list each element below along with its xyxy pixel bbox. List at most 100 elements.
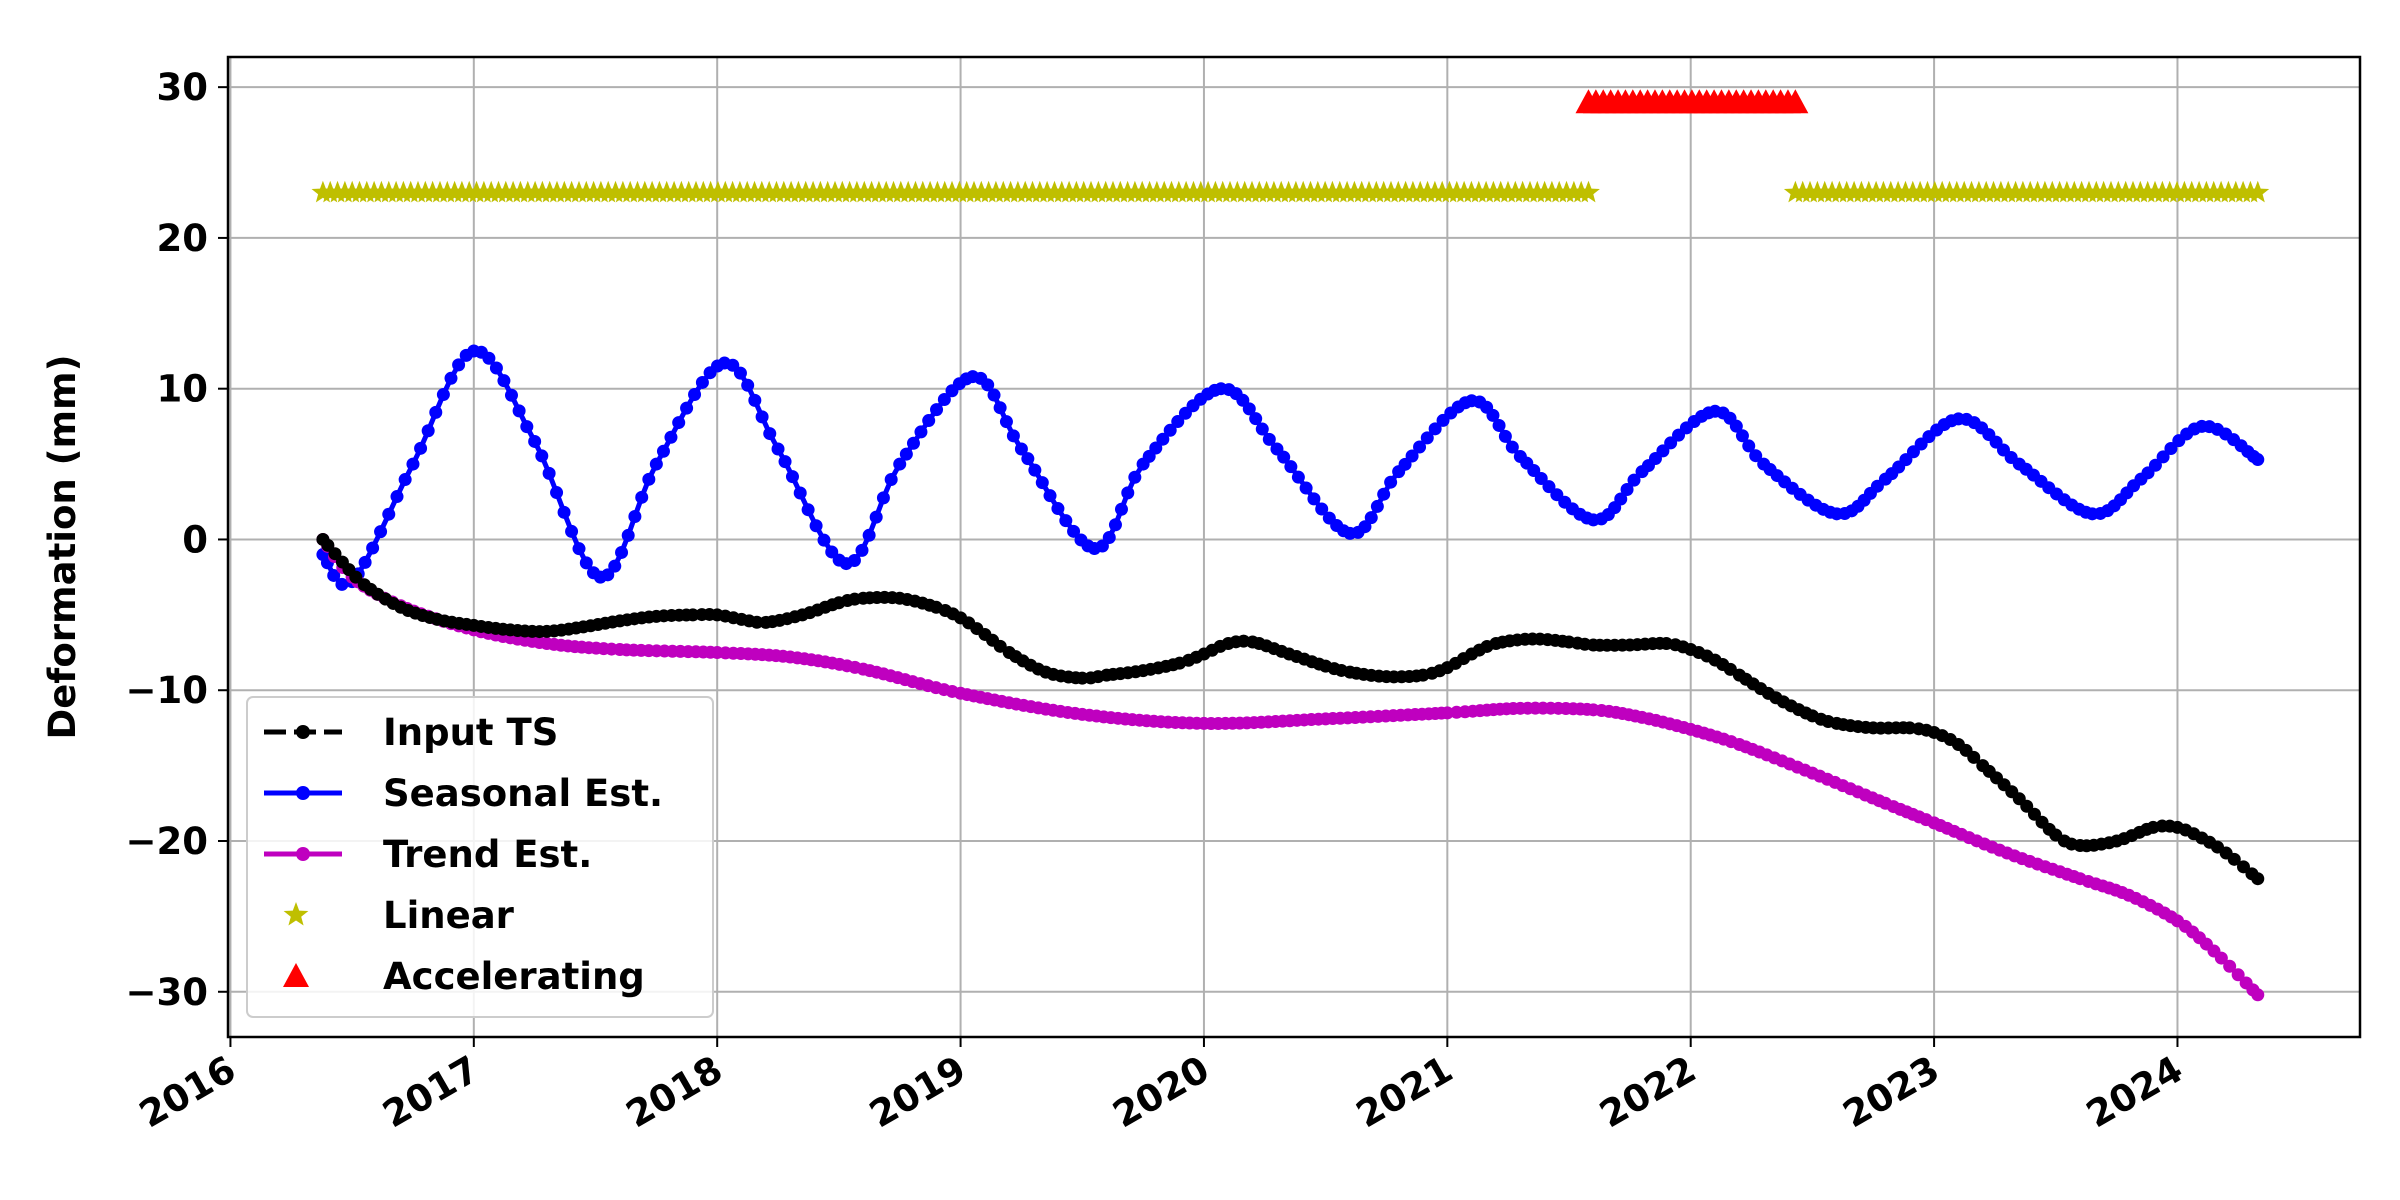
data-point xyxy=(771,442,785,456)
data-point xyxy=(1627,473,1641,487)
data-point xyxy=(1108,518,1122,532)
x-tick-label: 2020 xyxy=(1106,1048,1217,1137)
data-point xyxy=(1242,402,1256,416)
legend-box xyxy=(246,696,714,1018)
data-point xyxy=(893,457,907,471)
data-point xyxy=(1051,502,1065,516)
data-point xyxy=(1171,415,1185,429)
data-point xyxy=(906,436,920,450)
series-accelerating xyxy=(1575,89,1809,114)
data-point xyxy=(1255,422,1269,436)
data-point xyxy=(855,543,869,557)
legend-label: Seasonal Est. xyxy=(383,772,663,815)
data-point xyxy=(1128,470,1142,484)
data-point xyxy=(2148,458,2162,472)
data-point xyxy=(1043,489,1057,503)
triangle-icon xyxy=(283,963,309,988)
data-point xyxy=(981,378,995,392)
data-point xyxy=(937,393,951,407)
data-point xyxy=(1156,432,1170,446)
data-point xyxy=(335,577,349,591)
x-tick-label: 2022 xyxy=(1593,1048,1704,1137)
data-point xyxy=(444,371,458,385)
data-point xyxy=(1014,442,1028,456)
data-point xyxy=(1067,524,1081,538)
data-point xyxy=(1102,531,1116,545)
data-point xyxy=(1440,706,1454,720)
data-point xyxy=(847,553,861,567)
legend-marker-icon xyxy=(296,847,310,861)
data-point xyxy=(601,568,615,582)
data-point xyxy=(628,510,642,524)
data-point xyxy=(497,374,511,388)
data-point xyxy=(1163,423,1177,437)
data-point xyxy=(2227,852,2241,866)
data-point xyxy=(869,510,883,524)
grid-lines xyxy=(228,57,2360,1037)
y-tick-label: 0 xyxy=(182,518,208,561)
data-point xyxy=(876,491,890,505)
data-point xyxy=(1114,502,1128,516)
data-point xyxy=(1405,449,1419,463)
data-point xyxy=(763,427,777,441)
y-tick-label: −20 xyxy=(126,820,209,863)
y-axis-label: Deformation (mm) xyxy=(41,354,84,739)
y-tick-label: −30 xyxy=(126,971,209,1014)
data-point xyxy=(656,444,670,458)
x-tick-label: 2018 xyxy=(619,1048,730,1137)
legend-item: Input TS xyxy=(264,711,558,754)
data-point xyxy=(1006,429,1020,443)
data-point xyxy=(755,410,769,424)
data-point xyxy=(733,366,747,380)
data-point xyxy=(1420,431,1434,445)
data-point xyxy=(748,393,762,407)
legend-marker-icon xyxy=(296,725,310,739)
data-point xyxy=(2231,968,2245,982)
legend-label: Trend Est. xyxy=(383,833,592,876)
data-point xyxy=(2251,988,2265,1002)
data-point xyxy=(358,555,372,569)
x-tick-label: 2017 xyxy=(376,1048,487,1137)
data-point xyxy=(1505,440,1519,454)
star-icon xyxy=(283,902,309,926)
data-point xyxy=(504,388,518,402)
x-tick-label: 2021 xyxy=(1349,1048,1460,1137)
data-point xyxy=(987,388,1001,402)
data-point xyxy=(366,541,380,555)
plot-frame xyxy=(226,55,2362,1039)
data-point xyxy=(382,507,396,521)
data-point xyxy=(542,466,556,480)
data-point xyxy=(1021,452,1035,466)
data-point xyxy=(1614,492,1628,506)
legend-item: Linear xyxy=(283,894,515,937)
x-tick-label: 2019 xyxy=(862,1048,973,1137)
data-point xyxy=(2223,959,2237,973)
series-seasonal-est xyxy=(316,344,2265,591)
data-point xyxy=(680,401,694,415)
data-point xyxy=(884,473,898,487)
y-tick-label: 30 xyxy=(157,66,209,109)
data-point xyxy=(1307,492,1321,506)
data-point xyxy=(649,457,663,471)
x-tick-label: 2024 xyxy=(2079,1048,2190,1137)
legend-label: Input TS xyxy=(383,711,558,754)
data-point xyxy=(2251,453,2265,467)
data-point xyxy=(1486,408,1500,422)
data-point xyxy=(688,387,702,401)
data-point xyxy=(1035,476,1049,490)
data-point xyxy=(621,528,635,542)
plot-series xyxy=(311,89,2270,1002)
data-point xyxy=(2164,442,2178,456)
data-point xyxy=(1028,463,1042,477)
data-point xyxy=(1620,483,1634,497)
y-tick-label: −10 xyxy=(126,669,209,712)
data-point xyxy=(1413,440,1427,454)
y-tick-label: 20 xyxy=(157,217,209,260)
data-point xyxy=(436,388,450,402)
data-point xyxy=(390,490,404,504)
data-point xyxy=(801,503,815,517)
data-point xyxy=(635,490,649,504)
legend: Input TS Seasonal Est. Trend Est. Linear Acc… xyxy=(246,696,714,1018)
data-point xyxy=(512,404,526,418)
